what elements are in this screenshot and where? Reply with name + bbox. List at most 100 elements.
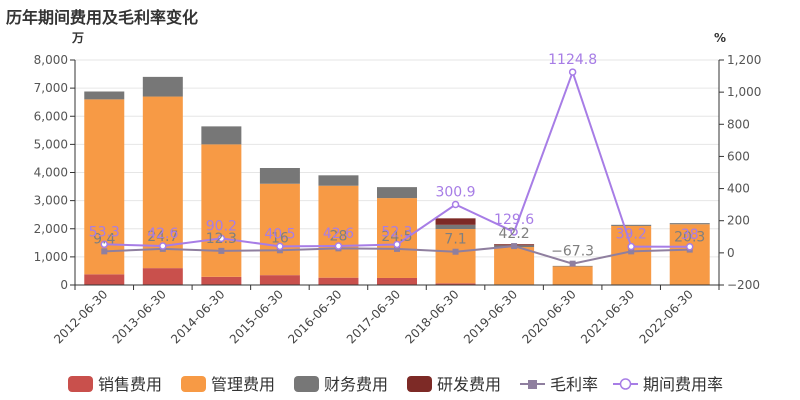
right-tick-label: −200 [727,278,760,292]
legend-swatch [68,376,93,392]
gross-margin-label: 9.4 [93,231,115,247]
legend-label: 研发费用 [437,375,501,394]
bar-segment [84,91,125,100]
x-tick-label: 2021-06-30 [578,287,637,346]
gross-margin-point [452,248,459,255]
bar-segment [552,266,593,285]
legend-item[interactable]: 研发费用 [407,375,501,394]
right-axis-unit: % [714,31,726,45]
gross-margin-label: −67.3 [551,244,594,260]
gross-margin-label: 24.5 [381,229,412,245]
bar-segment [669,223,710,225]
gross-margin-point [276,247,283,254]
bar-segment [611,224,652,226]
legend-item[interactable]: 销售费用 [68,375,162,394]
bar-segment [259,183,300,276]
expense-ratio-point [627,242,635,251]
left-axis: 0 1,000 2,000 3,000 4,000 5,000 6,000 7,000 8,00… [34,31,84,292]
legend-label: 期间费用率 [643,375,723,394]
right-tick-label: 1,200 [727,53,761,67]
x-tick-label: 2013-06-30 [110,287,169,346]
bar-segment [435,218,476,225]
bar-segment [84,274,125,285]
bar-segment [494,247,535,285]
x-tick-label: 2017-06-30 [344,287,403,346]
x-tick-label: 2015-06-30 [227,287,286,346]
x-axis: 2012-06-30 2013-06-30 2014-06-30 2015-06-30… [51,284,720,346]
legend-label: 财务费用 [324,375,388,394]
bar-segment [201,276,242,285]
expense-ratio-label: 52.3 [381,224,412,240]
chart-title: 历年期间费用及毛利率变化 [6,8,199,27]
expense-ratio-label: 129.6 [494,212,534,228]
expense-ratio-label: 42.6 [147,226,178,242]
expense-ratio-label: 39.2 [616,227,647,243]
legend-item[interactable]: 财务费用 [294,375,388,394]
gross-margin-point [569,260,576,267]
gross-margin-label: 7.1 [444,232,466,248]
expense-ratio-label: 90.2 [206,218,237,234]
left-tick-label: 7,000 [34,81,68,95]
right-tick-label: 800 [727,117,750,131]
expense-ratio-label: 42.6 [323,226,354,242]
gross-margin-point [394,245,400,252]
gross-margin-label: 16 [271,230,289,246]
bar-segment [142,268,183,285]
legend-label: 毛利率 [550,375,598,394]
bar-segment [201,126,242,145]
left-tick-label: 1,000 [34,250,68,264]
gross-margin-label: 28 [330,228,348,244]
x-tick-label: 2022-06-30 [637,287,696,346]
gross-margin-point [511,243,518,250]
right-axis: −200 0 200 400 600 800 1,000 1,200% [714,31,761,292]
expense-ratio-label: 53.3 [89,224,120,240]
bar-segment [435,283,476,285]
expense-ratio-label: 38 [681,227,699,243]
bar-segment [142,96,183,269]
expense-ratio-point [393,240,401,249]
gross-margin-point [218,247,225,254]
legend-item[interactable]: 管理费用 [181,375,275,394]
bar-segment [318,185,359,278]
legend-marker [528,380,537,389]
bar-segment [142,76,183,97]
expense-ratio-label: 1124.8 [548,52,597,68]
expense-ratio-point [568,68,577,76]
x-tick-label: 2018-06-30 [402,287,461,346]
bar-segment [377,198,417,278]
legend-label: 管理费用 [211,375,275,394]
gross-margin-label: 12.3 [206,231,237,247]
expense-ratio-point [159,242,167,250]
bar-segment [84,99,125,275]
bar-segment [259,275,300,285]
bar-segment [259,168,300,184]
expense-ratio-point [510,228,518,236]
expense-ratio-point [276,242,284,251]
legend-marker [619,378,632,390]
bars-layer [84,76,710,285]
expense-ratio-point [685,243,694,251]
legend-swatch [294,376,319,392]
left-tick-label: 5,000 [34,137,68,151]
gross-margin-label: 24.7 [147,229,178,245]
expense-ratio-label: 40.5 [264,226,295,242]
expense-ratio-point [334,242,343,250]
expense-ratio-point [217,234,226,243]
legend-item[interactable]: 毛利率 [520,375,598,394]
bar-segment [318,175,359,186]
bar-segment [435,224,476,230]
bar-segment [377,277,417,285]
expense-ratio-label: 300.9 [435,184,475,200]
left-tick-label: 4,000 [34,166,68,180]
bar-segment [377,187,417,199]
right-tick-label: 200 [727,214,750,228]
legend-swatch [407,376,432,392]
legend[interactable]: 销售费用 管理费用 财务费用 研发费用 毛利率 期间费用率 [68,375,723,394]
left-tick-label: 0 [60,278,68,292]
right-tick-label: 400 [727,182,750,196]
x-tick-label: 2016-06-30 [285,287,344,346]
bar-segment [201,144,242,277]
gross-margin-point [101,248,108,255]
legend-item[interactable]: 期间费用率 [613,375,723,394]
